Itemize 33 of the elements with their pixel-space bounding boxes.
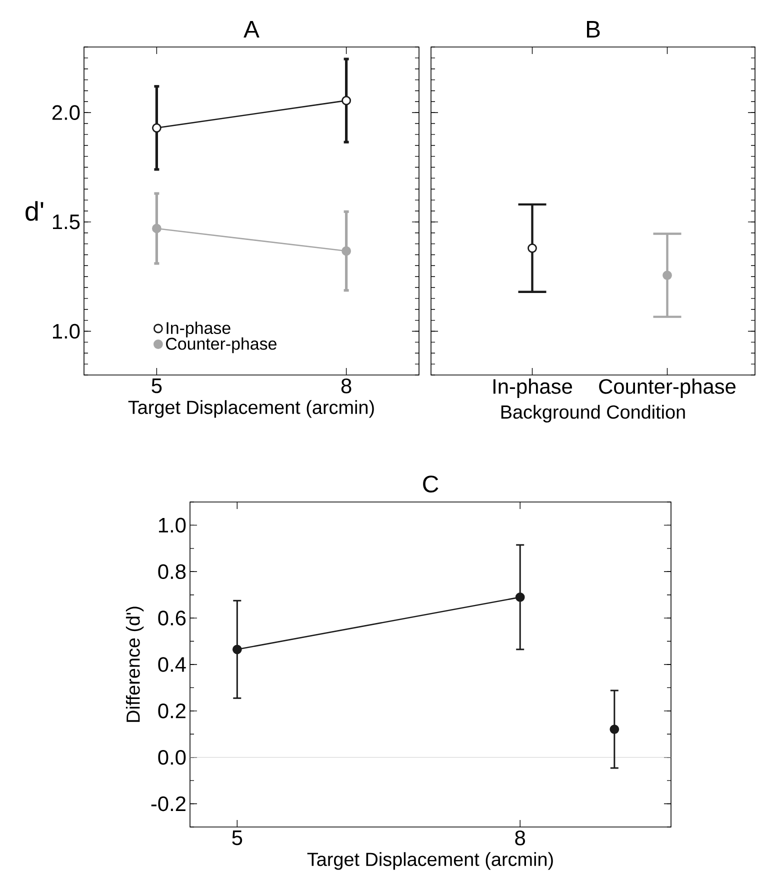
- point: [515, 592, 525, 602]
- y-tick-label: 1.0: [158, 518, 186, 533]
- y-tick-label: 0.2: [158, 704, 186, 718]
- y-tick-label: 0.0: [158, 750, 186, 765]
- x-tick-label: In-phase: [493, 378, 572, 398]
- x-tick-label: 8: [515, 830, 526, 846]
- point: [342, 96, 352, 106]
- chart-title: C: [423, 476, 438, 492]
- point: [152, 224, 162, 234]
- legend-label: Counter-phase: [166, 337, 276, 354]
- x-tick-label: Counter-phase: [599, 378, 736, 398]
- y-tick-label: 2.0: [52, 105, 80, 120]
- point: [342, 246, 352, 256]
- x-axis-title: Background Condition: [501, 404, 685, 422]
- legend-label: In-phase: [166, 322, 230, 338]
- y-tick-label: -0.2: [151, 796, 186, 812]
- y-axis-title: Difference (d'): [126, 606, 144, 722]
- x-axis-title: Target Displacement (arcmin): [307, 852, 553, 870]
- chart-title: B: [587, 21, 600, 38]
- point: [232, 644, 242, 654]
- x-tick-label: 8: [341, 378, 352, 394]
- x-tick-label: 5: [152, 378, 162, 394]
- point: [152, 123, 162, 133]
- y-tick-label: 1.5: [52, 214, 80, 230]
- x-tick-label: 5: [232, 830, 242, 846]
- chart-title: A: [244, 21, 260, 38]
- y-tick-label: 1.0: [52, 324, 80, 339]
- y-axis-title: d': [26, 201, 44, 221]
- x-axis-title: Target Displacement (arcmin): [128, 400, 374, 418]
- y-tick-label: 0.6: [158, 610, 186, 626]
- point: [610, 724, 620, 734]
- y-tick-label: 0.4: [158, 657, 186, 672]
- y-tick-label: 0.8: [158, 564, 186, 580]
